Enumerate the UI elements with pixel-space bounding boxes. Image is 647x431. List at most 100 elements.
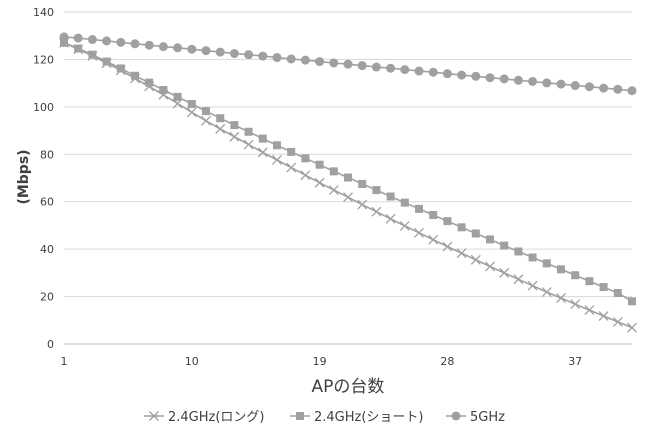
x-marker-stroke — [570, 299, 581, 310]
circle-marker — [272, 53, 282, 63]
x-marker-stroke — [627, 322, 637, 333]
x-tick-label: 37 — [568, 355, 582, 368]
x-tick-label: 10 — [185, 355, 199, 368]
x-marker-stroke — [201, 115, 211, 126]
x-marker — [286, 162, 297, 173]
x-marker — [371, 206, 382, 217]
legend-item: 5GHz — [446, 410, 505, 425]
x-marker-stroke — [584, 305, 595, 316]
x-tick-label: 1 — [61, 355, 68, 368]
circle-marker — [87, 35, 97, 45]
x-marker — [272, 155, 282, 165]
circle-marker — [130, 39, 140, 49]
circle-marker — [442, 69, 452, 79]
legend-item: 2.4GHz(ショート) — [290, 410, 424, 425]
x-marker — [598, 311, 609, 321]
x-marker — [300, 170, 311, 181]
square-marker — [471, 229, 480, 238]
x-marker — [149, 411, 159, 421]
x-marker-stroke — [428, 234, 439, 245]
circle-marker — [457, 70, 467, 80]
square-marker — [429, 210, 438, 219]
square-marker — [457, 223, 466, 232]
circle-marker — [187, 44, 197, 54]
x-marker-stroke — [229, 131, 240, 142]
x-marker — [470, 254, 481, 265]
circle-marker — [471, 71, 481, 81]
x-tick-label: 28 — [440, 355, 454, 368]
circle-marker — [59, 32, 69, 42]
y-tick-label: 80 — [40, 148, 54, 161]
series-group — [59, 32, 637, 333]
y-tick-label: 40 — [40, 243, 54, 256]
square-marker — [296, 412, 304, 420]
square-marker — [571, 271, 580, 280]
square-marker — [415, 204, 423, 213]
square-marker — [258, 134, 267, 143]
square-marker — [273, 141, 281, 150]
square-marker — [372, 186, 381, 195]
square-marker — [542, 259, 551, 268]
circle-marker — [315, 57, 325, 67]
y-axis-title: (Mbps) — [16, 149, 32, 204]
square-marker — [102, 57, 111, 66]
x-marker-stroke — [541, 287, 552, 298]
circle-marker — [513, 75, 523, 85]
square-marker — [287, 147, 296, 156]
circle-marker — [371, 62, 381, 72]
x-marker-stroke — [314, 177, 325, 188]
x-marker — [357, 199, 368, 210]
x-marker-stroke — [485, 261, 495, 272]
legend-label: 2.4GHz(ロング) — [168, 410, 265, 425]
square-marker — [599, 283, 608, 292]
circle-marker — [229, 49, 239, 58]
square-marker — [230, 121, 239, 130]
legend-label: 5GHz — [470, 410, 505, 425]
x-marker — [328, 185, 339, 196]
x-marker-stroke — [442, 241, 453, 252]
x-marker-stroke — [399, 220, 410, 231]
x-marker — [215, 123, 226, 134]
y-tick-label: 140 — [33, 6, 54, 19]
circle-marker — [414, 66, 424, 76]
x-marker — [499, 267, 510, 278]
circle-marker — [215, 47, 225, 57]
x-marker-stroke — [598, 311, 609, 321]
square-marker — [244, 127, 253, 136]
circle-marker — [102, 36, 112, 46]
circle-marker — [386, 63, 396, 73]
x-marker-stroke — [612, 316, 623, 327]
square-marker — [358, 179, 367, 188]
x-marker — [243, 139, 254, 150]
circle-marker — [357, 61, 367, 71]
y-tick-label: 120 — [33, 53, 54, 66]
x-marker-stroke — [513, 274, 524, 285]
x-marker-stroke — [300, 170, 311, 181]
square-marker — [500, 241, 509, 250]
square-marker — [400, 198, 409, 207]
x-marker-stroke — [286, 162, 297, 173]
x-marker — [399, 220, 410, 231]
x-marker-stroke — [499, 267, 510, 278]
circle-marker — [158, 42, 168, 52]
x-tick-label: 19 — [313, 355, 327, 368]
square-marker — [131, 71, 139, 80]
circle-marker — [73, 33, 83, 43]
circle-marker — [286, 54, 296, 64]
circle-marker — [343, 59, 353, 69]
x-marker — [570, 299, 581, 310]
square-marker — [486, 235, 494, 244]
x-marker-stroke — [556, 293, 566, 303]
square-marker — [202, 107, 210, 116]
x-marker-stroke — [357, 199, 368, 210]
y-tick-label: 20 — [40, 291, 54, 304]
x-marker-stroke — [343, 192, 353, 203]
circle-marker — [485, 73, 495, 83]
square-marker — [159, 86, 168, 95]
circle-marker — [244, 50, 254, 60]
circle-marker — [528, 76, 538, 86]
x-axis-title: APの台数 — [312, 377, 385, 397]
square-marker — [301, 154, 310, 163]
circle-marker — [400, 65, 410, 75]
circle-marker — [627, 86, 637, 96]
